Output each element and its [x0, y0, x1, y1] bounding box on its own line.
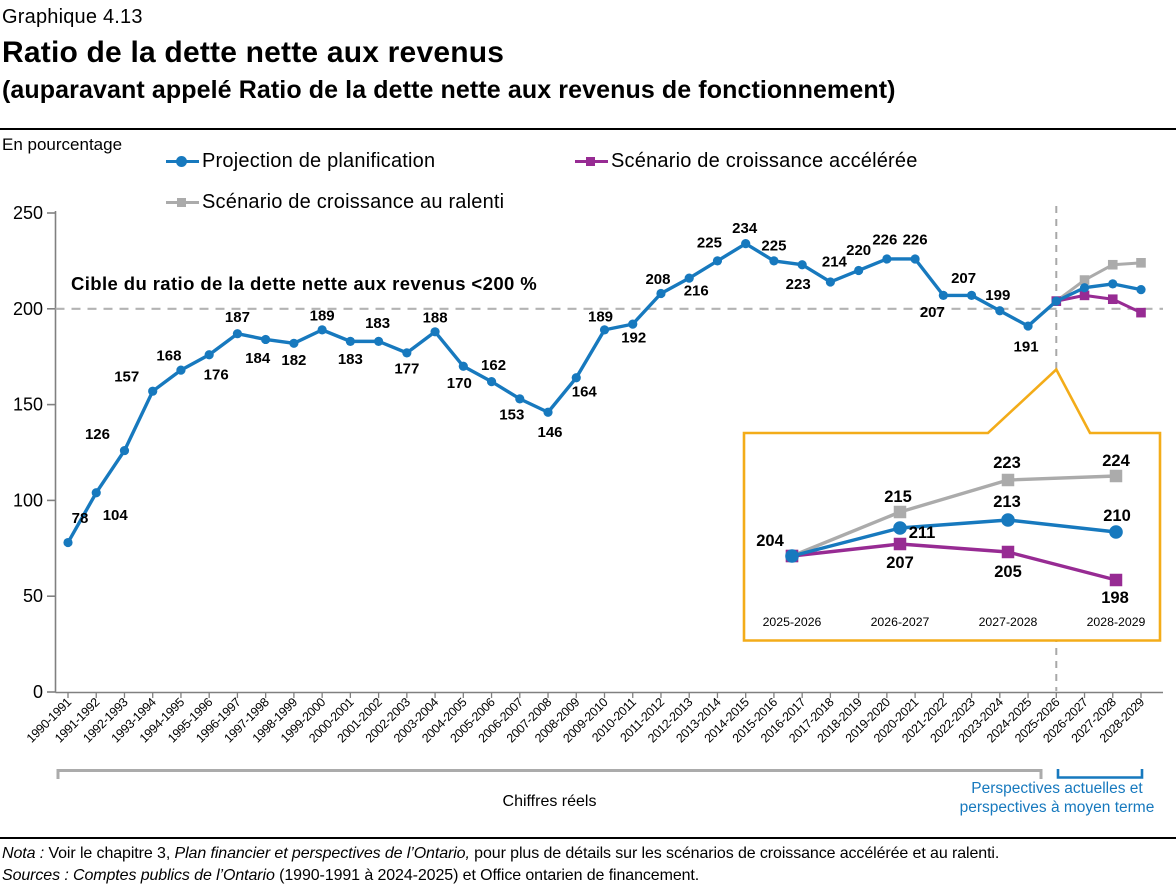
- svg-text:50: 50: [23, 586, 43, 606]
- y-axis-unit-label: En pourcentage: [2, 135, 123, 154]
- svg-text:224: 224: [1102, 452, 1130, 470]
- svg-text:204: 204: [756, 532, 784, 550]
- svg-text:223: 223: [993, 454, 1021, 472]
- legend-item-accelerated: Scénario de croissance accélérée: [575, 150, 918, 173]
- svg-text:188: 188: [423, 309, 448, 326]
- legend-label: Scénario de croissance au ralenti: [202, 191, 505, 213]
- page-subtitle: (auparavant appelé Ratio de la dette net…: [2, 76, 896, 104]
- svg-text:225: 225: [761, 237, 786, 254]
- outlook-bracket: [1056, 769, 1144, 779]
- svg-text:150: 150: [13, 395, 43, 415]
- footnote-segment: Nota :: [2, 845, 45, 862]
- target-line: Cible du ratio de la dette nette aux rev…: [55, 273, 1163, 310]
- svg-text:200: 200: [13, 299, 43, 319]
- svg-text:157: 157: [114, 369, 139, 386]
- svg-text:214: 214: [822, 253, 848, 270]
- legend-label: Projection de planification: [202, 150, 436, 172]
- legend-item-planning: Projection de planification: [166, 150, 435, 173]
- svg-text:104: 104: [103, 507, 129, 524]
- svg-text:146: 146: [538, 424, 563, 441]
- outlook-line1: Perspectives actuelles et: [971, 780, 1143, 797]
- footnote-segment: Sources : Comptes publics de l’Ontario: [2, 867, 275, 884]
- inset-series-0: 204 211 213 210: [756, 493, 1131, 563]
- svg-text:78: 78: [72, 510, 89, 527]
- svg-text:126: 126: [85, 426, 110, 443]
- svg-text:189: 189: [310, 307, 335, 324]
- svg-text:192: 192: [621, 330, 646, 347]
- svg-text:208: 208: [645, 271, 670, 288]
- svg-text:2025-2026: 2025-2026: [763, 615, 822, 629]
- svg-text:199: 199: [985, 287, 1010, 304]
- svg-text:234: 234: [732, 220, 758, 237]
- svg-text:211: 211: [909, 524, 936, 542]
- chart-number: Graphique 4.13: [2, 6, 143, 28]
- line-square-marker-icon: [575, 152, 608, 172]
- svg-text:189: 189: [588, 308, 613, 325]
- svg-text:0: 0: [33, 682, 43, 702]
- svg-text:205: 205: [994, 563, 1022, 581]
- line-circle-marker-icon: [166, 152, 199, 172]
- svg-text:191: 191: [1014, 339, 1039, 356]
- svg-text:2028-2029: 2028-2029: [1087, 615, 1146, 629]
- svg-text:220: 220: [846, 242, 871, 259]
- svg-text:164: 164: [572, 383, 598, 400]
- svg-text:187: 187: [225, 309, 250, 326]
- nota-footnote: Nota : Voir le chapitre 3, Plan financie…: [2, 845, 999, 863]
- svg-text:183: 183: [365, 315, 390, 332]
- sources-footnote: Sources : Comptes publics de l’Ontario (…: [2, 867, 699, 885]
- footnote-segment: (1990-1991 à 2024-2025) et Office ontari…: [274, 867, 700, 884]
- svg-text:198: 198: [1101, 589, 1129, 607]
- svg-text:223: 223: [786, 276, 811, 293]
- footnote-segment: Voir le chapitre 3,: [44, 845, 175, 862]
- svg-text:226: 226: [903, 231, 928, 248]
- svg-text:250: 250: [13, 203, 43, 223]
- svg-text:226: 226: [872, 231, 897, 248]
- legend-label: Scénario de croissance accélérée: [611, 150, 918, 172]
- svg-text:2026-2027: 2026-2027: [871, 615, 930, 629]
- svg-text:207: 207: [886, 554, 914, 572]
- footnote-segment: Plan financier et perspectives de l’Onta…: [174, 845, 470, 862]
- inset-callout: 215 223 224 207 205 198 204 211 213 210 2025-2026 2…: [742, 367, 1162, 642]
- legend-item-slowed: Scénario de croissance au ralenti: [166, 191, 504, 214]
- svg-text:162: 162: [481, 357, 506, 374]
- series-0: 78 104 126 157 168 176 187 184 182 189 183 183 177 18…: [63, 220, 1146, 548]
- svg-text:207: 207: [920, 304, 945, 321]
- outlook-range-label: Perspectives actuelles et perspectives à…: [952, 780, 1162, 817]
- svg-text:210: 210: [1103, 507, 1131, 525]
- svg-text:213: 213: [993, 493, 1021, 511]
- actuals-range-label: Chiffres réels: [502, 793, 597, 810]
- footnote-divider: [0, 837, 1176, 839]
- footnote-segment: pour plus de détails sur les scénarios d…: [469, 845, 1000, 862]
- svg-text:215: 215: [884, 488, 912, 506]
- svg-text:Cible du ratio de la dette net: Cible du ratio de la dette nette aux rev…: [71, 273, 537, 294]
- svg-text:182: 182: [281, 352, 306, 369]
- header-divider: [0, 128, 1176, 130]
- actuals-bracket: [56, 769, 1043, 779]
- svg-text:177: 177: [394, 360, 419, 377]
- svg-text:168: 168: [156, 348, 181, 365]
- page-title: Ratio de la dette nette aux revenus: [2, 36, 505, 69]
- svg-text:183: 183: [338, 351, 363, 368]
- svg-text:216: 216: [684, 283, 709, 300]
- svg-text:153: 153: [499, 406, 524, 423]
- svg-text:184: 184: [245, 350, 271, 367]
- svg-text:100: 100: [13, 490, 43, 510]
- line-square-marker-icon: [166, 193, 199, 213]
- svg-text:207: 207: [951, 270, 976, 287]
- svg-text:2027-2028: 2027-2028: [979, 615, 1038, 629]
- svg-text:225: 225: [697, 234, 722, 251]
- svg-text:176: 176: [204, 366, 229, 383]
- svg-text:170: 170: [447, 375, 472, 392]
- outlook-line2: perspectives à moyen terme: [959, 798, 1155, 816]
